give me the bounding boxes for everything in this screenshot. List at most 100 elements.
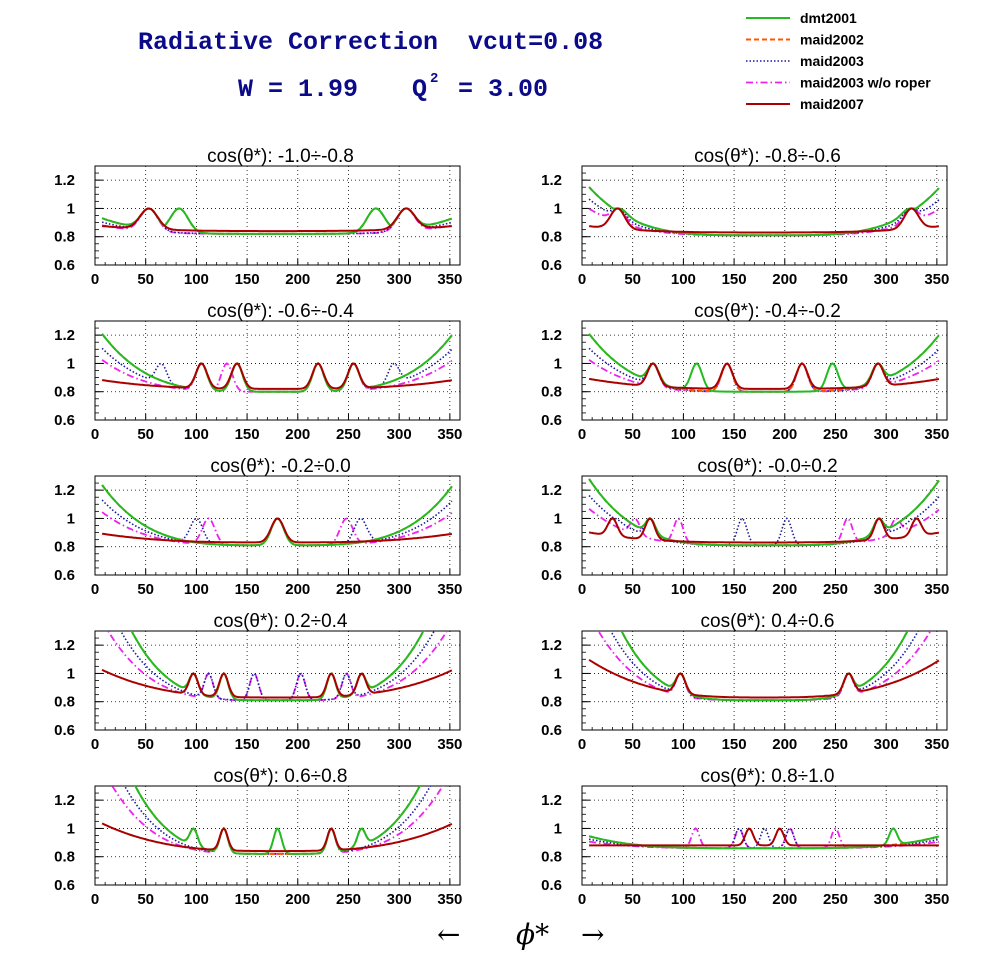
x-tick-label: 350 [924,426,949,443]
panel-curves [588,631,940,702]
x-tick-label: 200 [285,271,310,288]
panel-curves [101,207,453,235]
x-tick-label: 300 [874,736,899,753]
y-tick-label: 0.8 [541,229,562,246]
phi-star-label: ϕ* [516,918,549,951]
y-tick-label: 1 [554,510,562,527]
y-tick-label: 1.2 [54,172,75,189]
x-tick-label: 300 [387,736,412,753]
panel-curves [588,333,940,393]
kinematics-line: W = 1.99 Q 2 = 3.00 [238,71,548,104]
y-tick-label: 0.8 [54,384,75,401]
x-tick-label: 300 [387,271,412,288]
x-tick-label: 0 [91,426,99,443]
panel-frame [581,320,948,421]
x-tick-label: 150 [235,581,260,598]
panel-frame [581,630,948,731]
panel: 0 50 100 150 200 250 300 350 0.6 0.8 1 1.2 cos(θ*): … [54,301,462,443]
series-line-dmt2001 [101,333,453,393]
y-tick-label: 1 [554,355,562,372]
x-tick-label: 100 [184,271,209,288]
x-tick-label: 0 [91,581,99,598]
panel-curves [101,484,453,547]
y-tick-label: 1.2 [541,792,562,809]
y-tick-label: 1.2 [54,482,75,499]
y-tick-label: 1.2 [541,482,562,499]
x-axis-label: ← ϕ* → [437,918,604,951]
x-tick-label: 250 [336,736,361,753]
panel-title: cos(θ*): 0.4÷0.6 [701,611,835,632]
panel-title: cos(θ*): -0.2÷0.0 [210,456,350,477]
x-tick-label: 300 [874,581,899,598]
x-tick-label: 0 [578,426,586,443]
series-line-maid2007 [588,517,940,544]
series-line-maid2007 [588,658,940,699]
panel-title: cos(θ*): -0.8÷-0.6 [694,146,841,167]
x-tick-label: 300 [387,581,412,598]
panel-frame [581,165,948,266]
panel-frame [94,320,461,421]
legend-entry: maid2002 [746,32,864,48]
x-tick-label: 300 [387,426,412,443]
x-tick-label: 50 [137,891,154,908]
y-tick-label: 0.6 [54,877,75,894]
x-tick-label: 250 [336,581,361,598]
y-tick-label: 1 [67,665,75,682]
legend-label: maid2007 [800,96,864,112]
x-tick-label: 0 [91,736,99,753]
panel-curves [588,827,940,850]
legend-entry: dmt2001 [746,10,857,26]
legend-entry: maid2007 [746,96,864,112]
y-tick-label: 0.8 [541,849,562,866]
y-tick-label: 1 [67,355,75,372]
y-tick-label: 1 [67,200,75,217]
x-tick-label: 150 [722,581,747,598]
panel-grid: 0 50 100 150 200 250 300 3500.60.811.2cos(θ*): … [54,146,949,908]
x-tick-label: 100 [671,271,696,288]
y-tick-label: 0.6 [54,567,75,584]
x-tick-label: 350 [437,581,462,598]
panel: 0 50 100 150 200 250 300 350 0.6 0.8 1 1.2 cos(θ*): … [54,456,462,598]
legend-entry: maid2003 w/o roper [746,75,931,91]
series-line-maid2003-w-o-roper [111,786,444,855]
x-tick-label: 250 [823,426,848,443]
panel-title: cos(θ*): -1.0÷-0.8 [207,146,354,167]
x-tick-label: 250 [823,891,848,908]
x-tick-label: 200 [285,581,310,598]
y-tick-label: 1 [67,820,75,837]
x-tick-label: 250 [823,736,848,753]
y-tick-label: 0.6 [541,412,562,429]
y-tick-label: 1 [554,820,562,837]
x-tick-label: 150 [235,271,260,288]
panel-frame [94,475,461,576]
x-tick-label: 100 [184,426,209,443]
series-line-maid2007 [101,207,452,233]
x-tick-label: 200 [772,581,797,598]
x-tick-label: 0 [578,891,586,908]
y-tick-label: 0.8 [541,539,562,556]
panel-title: cos(θ*): 0.8÷1.0 [701,766,835,787]
y-tick-label: 0.6 [541,877,562,894]
series-line-maid2007 [589,207,939,234]
x-tick-label: 350 [437,891,462,908]
y-tick-label: 0.6 [54,257,75,274]
series-line-dmt2001 [620,631,909,702]
series-line-maid2007 [589,827,939,847]
x-tick-label: 0 [91,891,99,908]
legend-box [738,4,968,116]
panel: 0 50 100 150 200 250 300 350 0.6 0.8 1 1.2 cos(θ*): … [541,456,949,598]
x-tick-label: 150 [235,426,260,443]
y-tick-label: 0.6 [541,567,562,584]
kinematics-w: W = 1.99 [238,75,358,104]
legend: dmt2001 maid2002 maid2003 maid2003 w/o rope… [738,4,968,116]
legend-label: maid2002 [800,32,864,48]
y-tick-label: 0.8 [54,694,75,711]
panel-frame [94,165,461,266]
y-tick-label: 1 [554,200,562,217]
y-tick-label: 0.6 [541,722,562,739]
y-tick-label: 0.8 [54,229,75,246]
figure-title: Radiative Correction vcut=0.08 [138,28,603,57]
x-tick-label: 200 [285,426,310,443]
panel-curves [101,786,453,855]
x-tick-label: 300 [874,271,899,288]
